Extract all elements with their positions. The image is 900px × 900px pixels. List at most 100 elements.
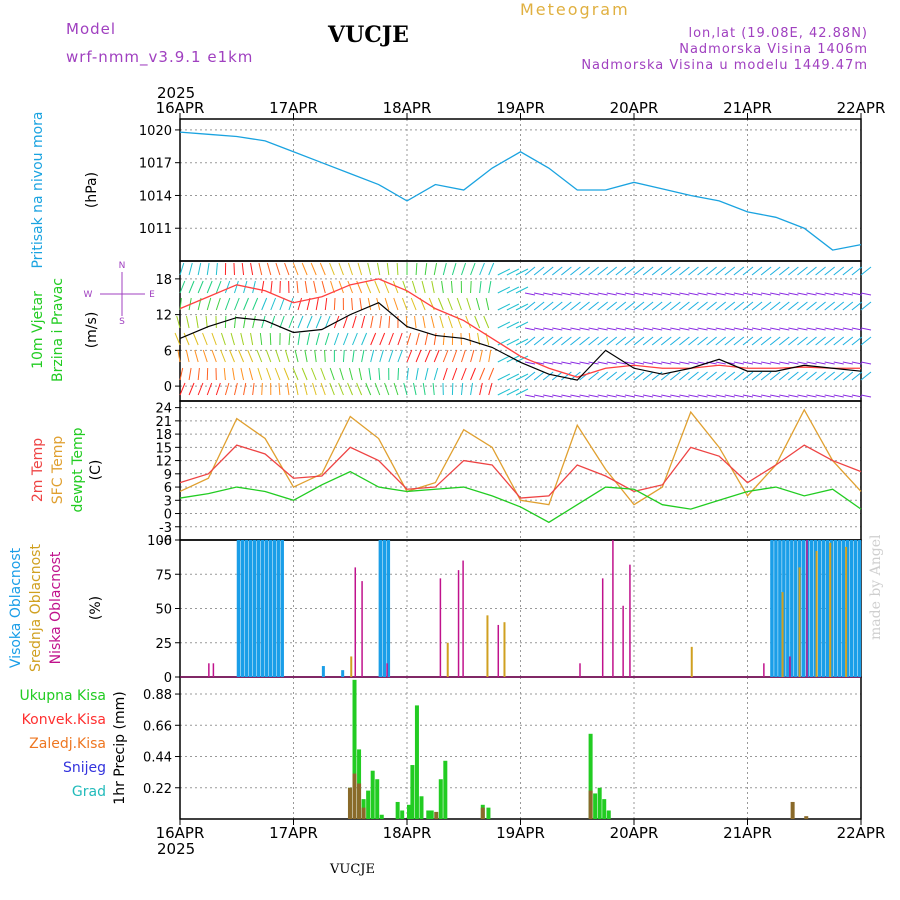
wind-barb — [179, 262, 185, 276]
wind-barb — [223, 367, 226, 381]
wind-barb — [842, 336, 854, 346]
wind-barb — [806, 394, 817, 398]
wind-barb — [197, 280, 204, 294]
wind-barb — [769, 301, 781, 311]
wind-barb — [779, 394, 790, 398]
wind-barb — [642, 301, 654, 311]
y-tick-label: 0.66 — [143, 719, 172, 734]
wind-barb — [543, 327, 554, 331]
high-cloud-bar — [790, 540, 794, 677]
wind-barb — [312, 382, 317, 396]
wind-barb — [815, 266, 826, 276]
wind-barb — [697, 301, 708, 311]
total-precip-bar — [366, 790, 371, 819]
wind-barb — [733, 361, 744, 365]
wind-barb — [606, 361, 617, 365]
wind-barb — [506, 321, 520, 329]
wind-barb — [597, 292, 608, 296]
wind-barb — [261, 280, 265, 294]
wind-barb — [751, 301, 763, 311]
high-cloud-bar — [829, 540, 834, 677]
wind-barb — [661, 394, 672, 398]
wind-barb — [432, 382, 435, 396]
wind-barb — [742, 266, 754, 276]
wind-barb — [606, 394, 617, 398]
wind-barb — [365, 280, 372, 294]
wind-barb — [824, 361, 835, 365]
high-cloud-bar — [321, 666, 325, 677]
wind-barb — [534, 292, 545, 296]
frozen-precip-bar — [588, 790, 593, 819]
wind-barb — [197, 367, 200, 381]
wind-barb — [660, 266, 672, 276]
wind-barb — [197, 262, 202, 276]
wind-barb — [633, 266, 645, 276]
y-tick-label: 9 — [164, 468, 172, 483]
wind-barb — [724, 336, 736, 346]
temp-axis-label-2: SFC Temp — [50, 436, 66, 505]
wind-barb — [842, 292, 853, 296]
wind-barb — [860, 371, 872, 381]
wind-barb — [447, 315, 453, 329]
wind-barb — [383, 280, 390, 294]
cloud-axis-label-1: Visoka Oblacnost — [8, 547, 24, 668]
mid-cloud-bar — [350, 656, 353, 677]
wind-barb — [742, 371, 754, 381]
wind-barb — [339, 367, 344, 381]
wind-barb — [488, 262, 495, 276]
precip-legend-item: Zaledj.Kisa — [29, 736, 106, 752]
wind-barb — [456, 297, 462, 311]
wind-barb — [806, 266, 817, 276]
wind-barb — [633, 371, 645, 381]
wind-barb — [679, 292, 690, 296]
wind-barb — [552, 361, 563, 365]
wind-barb — [315, 315, 322, 329]
x-tick-label-top: 21APR — [723, 99, 772, 117]
year-label-top: 2025 — [157, 84, 195, 102]
wind-barb — [724, 292, 735, 296]
wind-barb — [697, 394, 708, 398]
high-cloud-bar — [841, 540, 846, 677]
low-cloud-bar — [622, 605, 624, 677]
wind-barb — [715, 336, 727, 346]
wind-barb — [275, 262, 281, 276]
wind-barb — [292, 367, 299, 381]
wind-barb — [430, 315, 435, 329]
wind-barb — [211, 349, 217, 363]
wind-barb — [769, 336, 781, 346]
total-precip-bar — [400, 810, 405, 819]
wind-barb — [488, 367, 495, 381]
wind-barb — [370, 332, 377, 346]
wind-barb — [461, 367, 467, 381]
high-cloud-bar — [386, 540, 391, 677]
wind-barb — [388, 315, 391, 329]
wind-barb — [561, 336, 572, 346]
wind-barb — [468, 332, 472, 346]
wind-barb — [670, 361, 681, 365]
high-cloud-bar — [857, 540, 862, 677]
wind-barb — [552, 327, 563, 331]
y-tick-label: 6 — [164, 344, 172, 359]
wind-barb — [551, 301, 563, 311]
temp-axis-label-3: dewpt Temp — [70, 427, 86, 512]
wind-barb — [479, 382, 483, 396]
wind-barb — [474, 315, 481, 329]
wind-barb — [679, 327, 690, 331]
wind-barb — [450, 280, 453, 294]
wind-barb — [588, 292, 599, 296]
wind-barb — [297, 297, 303, 311]
wind-barb — [597, 266, 608, 276]
pressure-axis-label: Pritisak na nivou mora — [30, 111, 46, 268]
wind-barb — [442, 349, 449, 363]
wind-barb — [215, 262, 218, 276]
low-cloud-bar — [497, 624, 500, 677]
wind-barb — [424, 349, 431, 363]
wind-barb — [660, 301, 672, 311]
wind-barb — [842, 327, 853, 331]
wind-barb — [424, 367, 429, 381]
wind-barb — [269, 332, 272, 346]
wind-barb — [283, 367, 290, 381]
wind-barb — [742, 361, 754, 365]
wind-barb — [779, 327, 790, 331]
wind-barb — [515, 373, 529, 381]
